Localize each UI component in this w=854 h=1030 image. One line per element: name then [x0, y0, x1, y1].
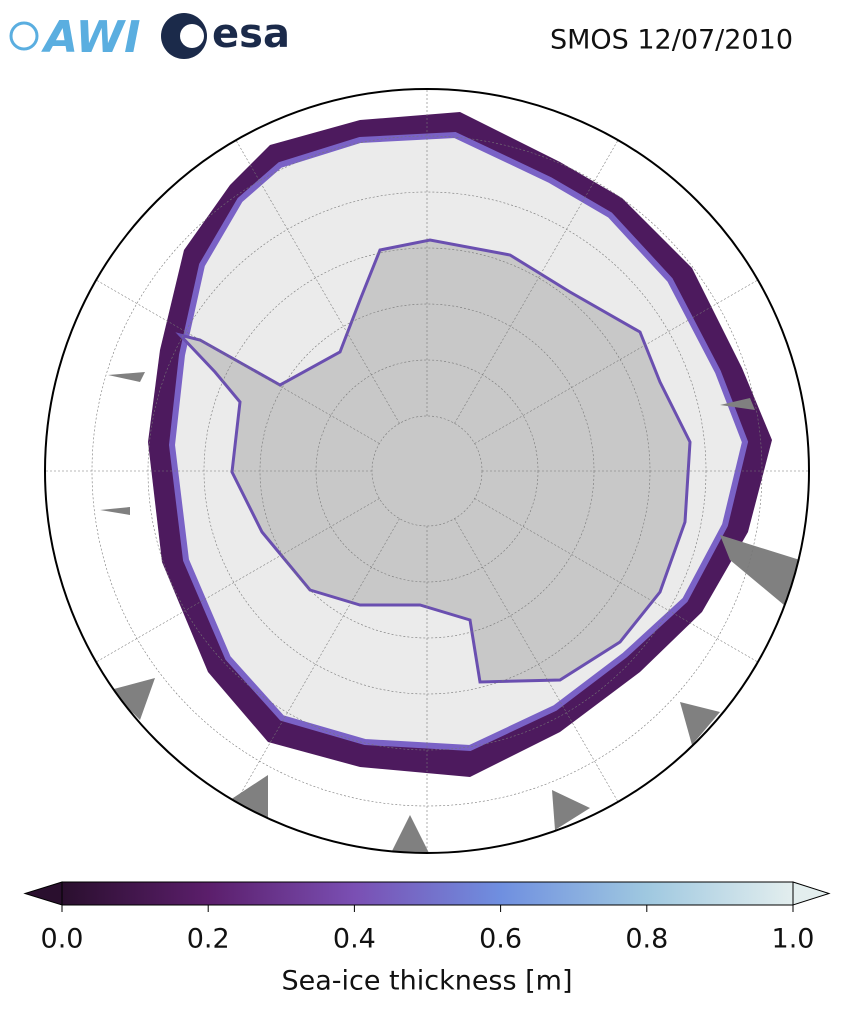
- graticule: [45, 89, 809, 853]
- meridian: [454, 518, 619, 802]
- meridian: [235, 518, 400, 802]
- logos: AWI esa: [9, 11, 290, 63]
- colorbar-extend-low: [23, 881, 63, 906]
- map: [45, 89, 809, 853]
- colorbar-tick-label: 0.0: [41, 924, 84, 955]
- meridian: [474, 279, 758, 444]
- colorbar-tick-label: 0.8: [625, 924, 668, 955]
- awi-logo: AWI: [41, 12, 141, 63]
- meridian: [235, 140, 400, 424]
- map-frame: [44, 88, 810, 854]
- colorbar: 0.0 0.2 0.4 0.6 0.8 1.0 Sea-ice thickness [m]: [23, 881, 831, 997]
- land-patches: [100, 372, 800, 853]
- meridian: [474, 498, 758, 663]
- colorbar-tick-label: 0.2: [187, 924, 230, 955]
- awi-globe: [9, 21, 39, 51]
- meridian: [96, 279, 380, 444]
- colorbar-tick-label: 1.0: [772, 924, 815, 955]
- esa-logo: esa: [212, 11, 290, 57]
- antarctica: [175, 238, 692, 684]
- colorbar-tick-label: 0.4: [333, 924, 376, 955]
- meridian: [96, 498, 380, 663]
- colorbar-extend-high: [792, 881, 831, 906]
- esa-emblem-inner: [180, 24, 204, 48]
- map-title: SMOS 12/07/2010: [550, 25, 793, 56]
- colorbar-body: [61, 881, 794, 906]
- colorbar-tick-label: 0.6: [479, 924, 522, 955]
- colorbar-label: Sea-ice thickness [m]: [281, 966, 572, 997]
- meridian: [454, 140, 619, 424]
